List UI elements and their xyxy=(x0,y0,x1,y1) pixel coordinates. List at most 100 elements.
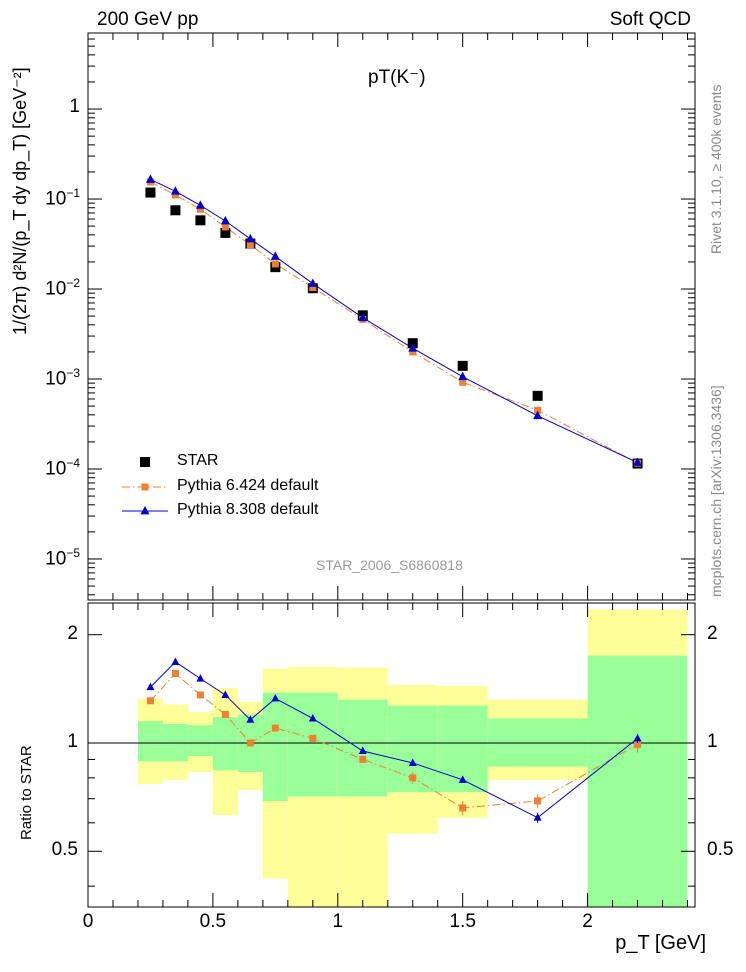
axis-ticks xyxy=(87,32,695,907)
data-point-pythia6 xyxy=(459,378,467,386)
data-point-pythia6 xyxy=(271,260,279,268)
header-right-label: Soft QCD xyxy=(609,9,691,30)
y-tick-label-ratio-right: 0.5 xyxy=(707,839,734,861)
ratio-point-pythia6 xyxy=(459,804,467,812)
watermark-label: STAR_2006_S6860818 xyxy=(316,557,463,573)
ratio-point-pythia6 xyxy=(271,724,279,732)
data-point-star xyxy=(170,205,181,216)
ratio-point-pythia6 xyxy=(146,697,154,705)
y-tick-label-base: 10 xyxy=(45,458,67,480)
rivet-label: Rivet 3.1.10, ≥ 400k events xyxy=(708,84,724,254)
ratio-point-pythia6 xyxy=(409,774,417,782)
data-point-pythia8 xyxy=(270,251,280,260)
ratio-point-pythia8 xyxy=(146,682,155,691)
header-left-label: 200 GeV pp xyxy=(97,9,199,30)
y-tick-label-ratio-left: 1 xyxy=(67,730,78,752)
y-tick-label-exp: −1 xyxy=(66,186,80,201)
data-point-pythia8 xyxy=(220,215,230,225)
y-tick-label-main: 10−2 xyxy=(45,276,80,300)
y-tick-label-exp: −2 xyxy=(66,276,80,291)
data-point-pythia8 xyxy=(358,312,368,322)
band-inner-5 xyxy=(262,692,288,801)
y-tick-label-base: 10 xyxy=(45,188,67,210)
ratio-point-pythia6 xyxy=(196,691,204,699)
ratio-point-pythia8 xyxy=(458,775,467,783)
band-inner-11 xyxy=(587,655,688,907)
ratio-point-pythia6 xyxy=(309,734,317,742)
data-point-star xyxy=(220,227,231,238)
data-point-pythia6 xyxy=(309,283,317,291)
ratio-point-pythia6 xyxy=(534,797,542,805)
data-point-pythia8 xyxy=(458,371,468,381)
legend-label-star: STAR xyxy=(177,452,219,469)
ratio-point-pythia6 xyxy=(359,755,367,763)
ratio-point-pythia8 xyxy=(533,813,542,821)
y-tick-label-base: 1 xyxy=(69,96,80,118)
y-tick-label-base: 10 xyxy=(45,368,67,390)
x-tick-label: 1.5 xyxy=(449,911,476,932)
uncertainty-bands xyxy=(137,609,688,907)
y-tick-label-exp: −3 xyxy=(66,366,80,380)
legend-marker-star xyxy=(140,457,150,467)
y-tick-label-base: 10 xyxy=(45,278,67,300)
band-inner-2 xyxy=(187,725,213,757)
ratio-point-pythia6 xyxy=(246,739,254,747)
x-tick-label: 1 xyxy=(332,911,344,932)
y-tick-label-main: 10−4 xyxy=(45,456,80,480)
band-inner-6 xyxy=(287,692,338,797)
data-point-star xyxy=(532,390,543,401)
data-point-pythia6 xyxy=(534,406,542,414)
legend-label-pythia6: Pythia 6.424 default xyxy=(177,477,319,494)
ratio-line-pythia6 xyxy=(150,672,638,809)
y-tick-label-exp: −5 xyxy=(66,545,80,560)
data-point-pythia8 xyxy=(633,457,643,466)
ratio-point-pythia8 xyxy=(633,733,642,742)
data-point-pythia8 xyxy=(195,200,205,209)
ratio-point-pythia8 xyxy=(358,746,367,755)
y-tick-label-main: 1 xyxy=(69,96,80,118)
y-tick-label-ratio-left: 2 xyxy=(67,622,78,644)
ratio-point-pythia6 xyxy=(171,670,179,678)
data-point-star xyxy=(195,215,206,226)
ratio-plot-frame xyxy=(87,602,696,908)
ratio-point-pythia6 xyxy=(221,711,229,719)
ratio-point-pythia8 xyxy=(196,674,205,682)
legend-marker-pythia8 xyxy=(140,505,150,515)
data-point-pythia8 xyxy=(170,186,180,195)
y-axis-label-main: 1/(2π) d²N/(p_T dy dp_T) [GeV⁻²] xyxy=(10,67,30,335)
y-tick-label-main: 10−1 xyxy=(45,186,80,210)
ratio-point-pythia8 xyxy=(246,715,255,723)
data-point-pythia8 xyxy=(308,278,318,287)
data-series xyxy=(145,174,643,823)
y-tick-label-base: 10 xyxy=(45,548,67,570)
series-line-pythia8 xyxy=(150,179,638,463)
ratio-point-pythia8 xyxy=(271,693,280,702)
ratio-point-pythia8 xyxy=(171,657,180,665)
data-point-pythia8 xyxy=(408,343,418,352)
x-axis-label: p_T [GeV] xyxy=(615,932,706,954)
band-inner-0 xyxy=(137,721,163,762)
x-tick-label: 2 xyxy=(582,911,593,932)
data-point-pythia6 xyxy=(171,191,179,199)
y-tick-label-ratio-right: 1 xyxy=(707,730,718,752)
ratio-line-pythia8 xyxy=(150,661,638,819)
series-line-pythia6 xyxy=(150,181,638,464)
y-tick-label-main: 10−3 xyxy=(45,366,80,390)
x-tick-label: 0.5 xyxy=(199,911,227,932)
data-point-pythia6 xyxy=(409,348,417,356)
band-inner-3 xyxy=(212,717,238,771)
y-tick-label-ratio-left: 0.5 xyxy=(51,839,78,861)
chart-title: pT(K⁻) xyxy=(368,67,426,88)
legend-symbols xyxy=(122,457,168,515)
y-tick-label-exp: −4 xyxy=(66,455,80,470)
x-tick-label: 0 xyxy=(82,911,94,932)
data-point-pythia8 xyxy=(145,174,155,183)
data-point-pythia6 xyxy=(196,205,204,213)
y-tick-label-main: 10−5 xyxy=(45,546,80,570)
data-point-pythia6 xyxy=(221,223,229,231)
data-point-star xyxy=(145,187,156,198)
ratio-point-pythia8 xyxy=(221,690,230,698)
legend-marker-pythia6 xyxy=(141,483,149,491)
legend-label-pythia8: Pythia 8.308 default xyxy=(177,501,319,518)
